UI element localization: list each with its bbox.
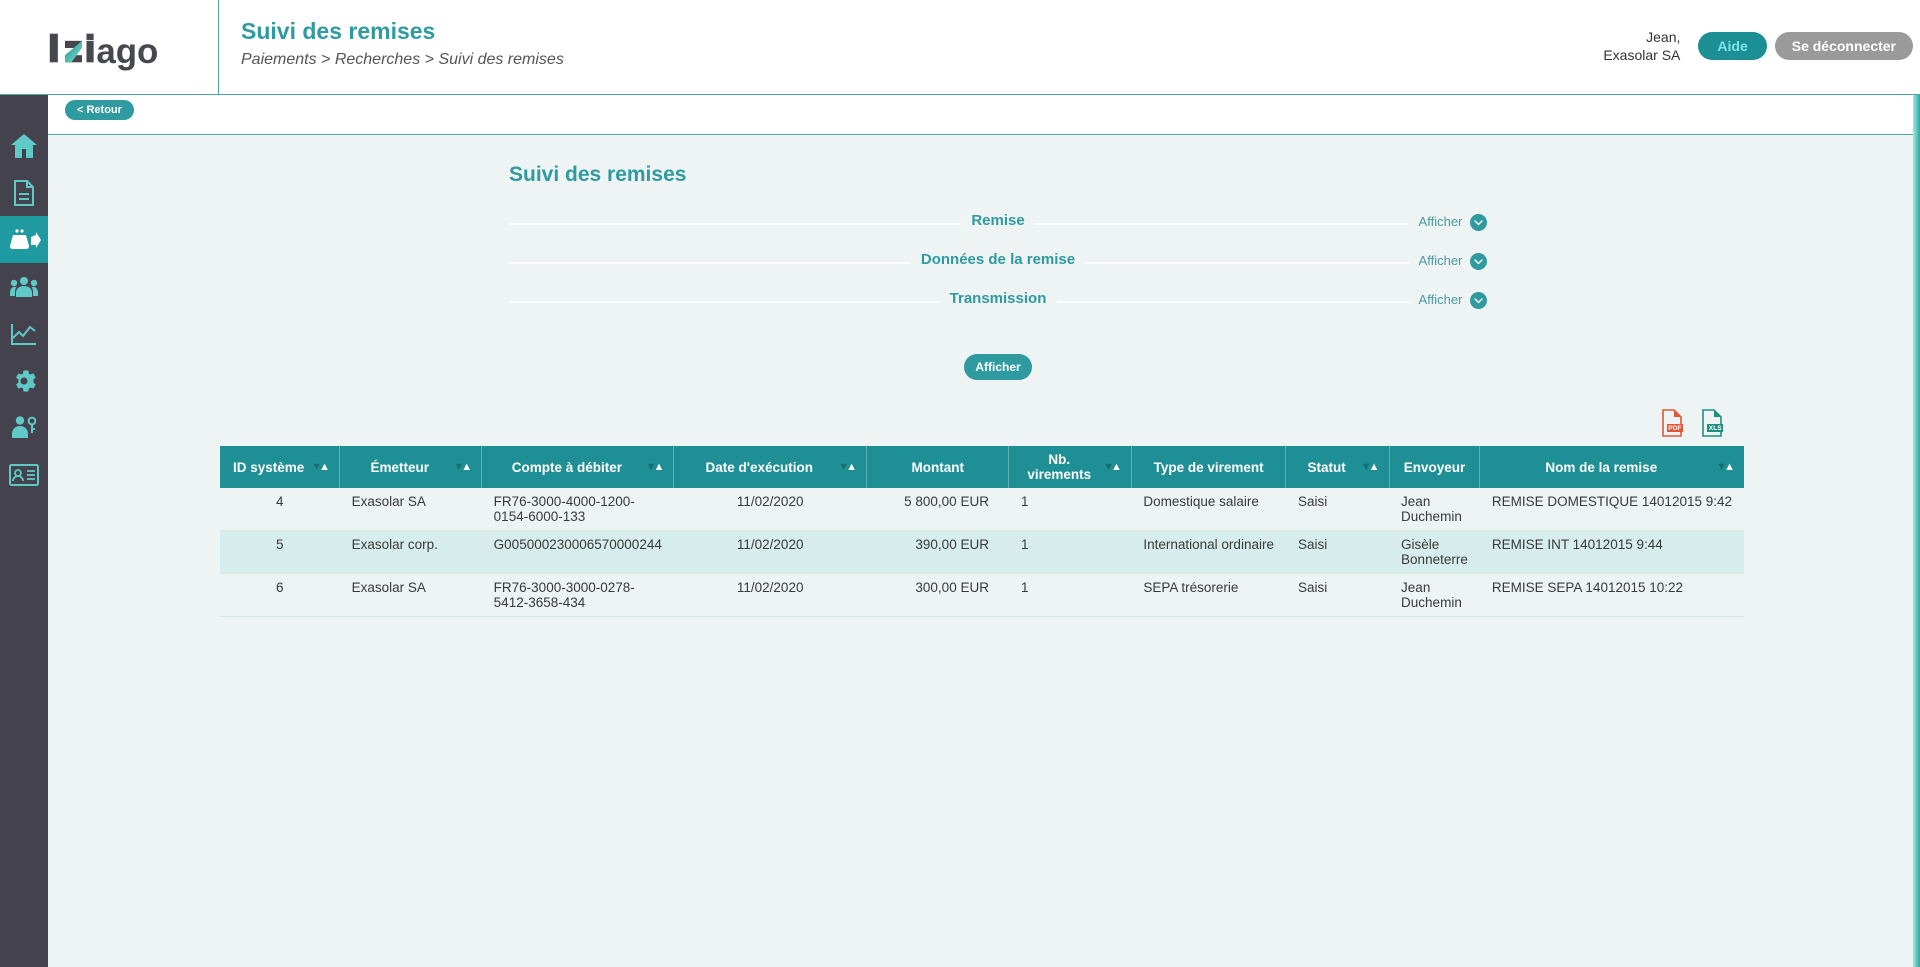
svg-text:PDF: PDF — [1668, 425, 1681, 432]
svg-text:XLS: XLS — [1709, 425, 1722, 432]
svg-text:ago: ago — [96, 32, 158, 71]
